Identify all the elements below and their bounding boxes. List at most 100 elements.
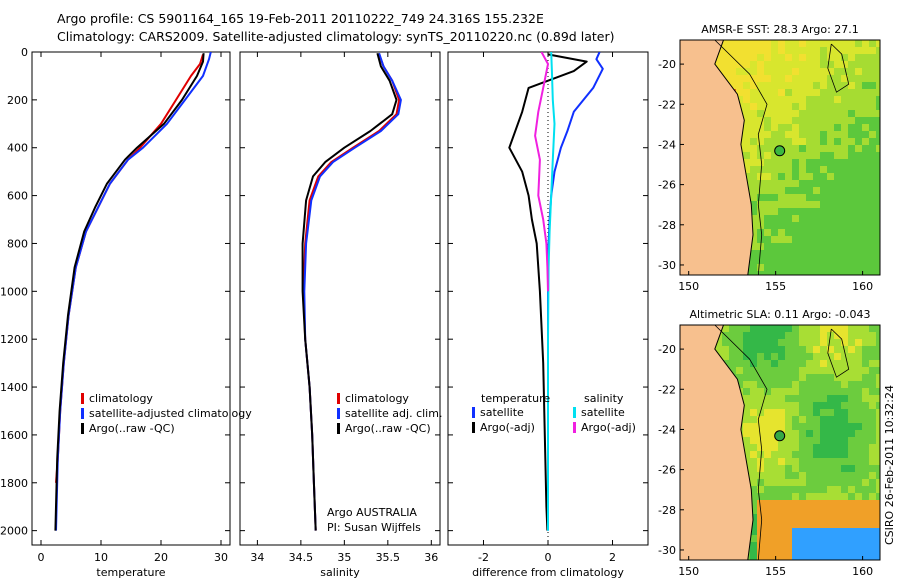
field-cell [771, 374, 779, 382]
field-cell [792, 271, 800, 275]
series-line-climatology [302, 54, 401, 531]
field-cell [848, 145, 856, 153]
field-cell [771, 110, 779, 118]
field-cell [806, 549, 814, 557]
field-cell [757, 451, 765, 459]
field-cell [876, 82, 880, 90]
field-cell [869, 54, 877, 62]
field-cell [743, 430, 751, 438]
field-cell [799, 173, 807, 181]
field-cell [834, 138, 842, 146]
field-cell [834, 236, 842, 244]
field-cell [848, 96, 856, 104]
field-cell [834, 117, 842, 125]
field-cell [778, 402, 786, 410]
field-cell [806, 437, 814, 445]
field-cell [827, 54, 835, 62]
field-cell [827, 542, 835, 550]
field-cell [799, 395, 807, 403]
field-cell [820, 145, 828, 153]
field-cell [841, 402, 849, 410]
field-cell [820, 54, 828, 62]
field-cell [820, 367, 828, 375]
field-cell [848, 47, 856, 55]
field-cell [841, 82, 849, 90]
field-cell [750, 40, 758, 48]
field-cell [869, 243, 877, 251]
field-cell [820, 75, 828, 83]
field-cell [785, 68, 793, 76]
field-cell [841, 194, 849, 202]
field-cell [862, 264, 870, 272]
field-cell [841, 180, 849, 188]
field-cell [841, 103, 849, 111]
field-cell [876, 117, 880, 125]
field-cell [876, 416, 880, 424]
field-cell [841, 542, 849, 550]
field-cell [785, 40, 793, 48]
field-cell [764, 47, 772, 55]
field-cell [799, 514, 807, 522]
field-cell [855, 75, 863, 83]
field-cell [827, 388, 835, 396]
field-cell [764, 402, 772, 410]
legend-swatch [337, 393, 340, 404]
field-cell [848, 166, 856, 174]
field-cell [743, 110, 751, 118]
field-cell [876, 395, 880, 403]
field-cell [757, 332, 765, 340]
field-cell [862, 493, 870, 501]
field-cell [771, 549, 779, 557]
field-cell [876, 222, 880, 230]
field-cell [792, 514, 800, 522]
field-cell [827, 451, 835, 459]
field-cell [757, 486, 765, 494]
field-cell [750, 173, 758, 181]
field-cell [848, 124, 856, 132]
field-cell [792, 103, 800, 111]
field-cell [771, 535, 779, 543]
y-tick-label: 2000 [0, 525, 28, 538]
series-group [301, 52, 402, 531]
field-cell [771, 82, 779, 90]
field-cell [771, 180, 779, 188]
field-cell [743, 402, 751, 410]
field-cell [841, 75, 849, 83]
field-cell [778, 124, 786, 132]
field-cell [841, 201, 849, 209]
field-cell [806, 61, 814, 69]
field-cell [729, 68, 737, 76]
field-cell [771, 346, 779, 354]
field-cell [813, 68, 821, 76]
field-cell [771, 465, 779, 473]
field-cell [813, 75, 821, 83]
field-cell [729, 75, 737, 83]
field-cell [792, 257, 800, 265]
field-cell [757, 535, 765, 543]
field-cell [827, 507, 835, 515]
field-cell [834, 96, 842, 104]
field-cell [750, 437, 758, 445]
field-cell [764, 444, 772, 452]
field-cell [834, 40, 842, 48]
field-cell [743, 332, 751, 340]
field-cell [876, 159, 880, 167]
field-cell [862, 395, 870, 403]
field-cell [855, 360, 863, 368]
field-cell [764, 381, 772, 389]
field-cell [757, 40, 765, 48]
field-cell [792, 117, 800, 125]
field-cell [827, 166, 835, 174]
field-cell [827, 493, 835, 501]
y-tick-label: -22 [658, 383, 676, 396]
field-cell [792, 507, 800, 515]
field-cell [862, 437, 870, 445]
field-cell [764, 117, 772, 125]
field-cell [869, 451, 877, 459]
field-cell [771, 381, 779, 389]
field-cell [876, 479, 880, 487]
field-cell [848, 152, 856, 160]
field-cell [855, 388, 863, 396]
field-cell [813, 243, 821, 251]
field-cell [876, 423, 880, 431]
